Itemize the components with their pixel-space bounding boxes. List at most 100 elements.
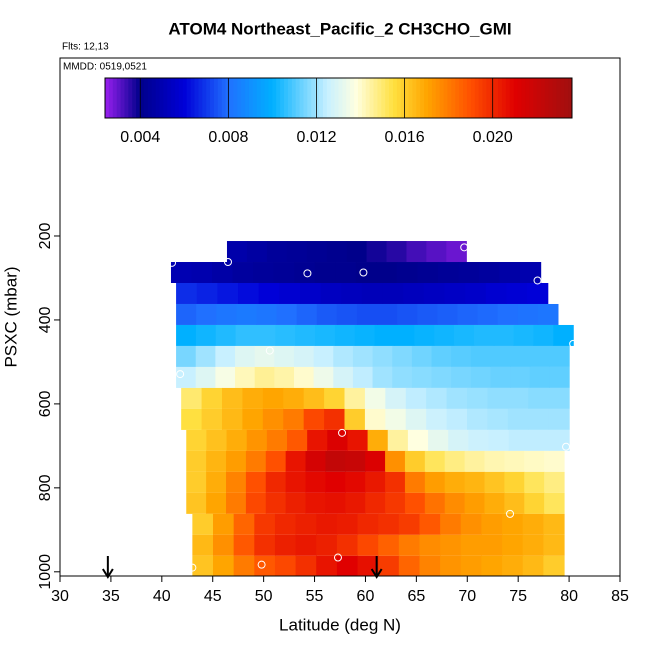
heatmap-cell <box>306 241 328 263</box>
colorbar-swatch <box>268 78 273 118</box>
heatmap-cell <box>484 471 505 493</box>
colorbar-swatch <box>206 78 211 118</box>
heatmap-cell <box>504 492 525 514</box>
heatmap-cell <box>324 387 346 409</box>
colorbar-swatch <box>334 78 339 118</box>
heatmap-cell <box>387 429 409 451</box>
heatmap-cell <box>246 429 268 451</box>
colorbar-swatch <box>560 78 565 118</box>
heatmap-cell <box>405 387 427 409</box>
heatmap-cell <box>196 282 218 304</box>
heatmap-cell <box>265 471 287 493</box>
heatmap-cell <box>361 282 384 304</box>
heatmap-cell <box>212 262 234 283</box>
heatmap-cell <box>537 303 559 325</box>
x-tick-label: 40 <box>153 588 171 605</box>
heatmap-cell <box>215 366 236 388</box>
heatmap-cell <box>262 408 284 430</box>
heatmap-cell <box>336 303 358 325</box>
colorbar-swatch <box>501 78 507 118</box>
colorbar-swatch <box>194 78 199 118</box>
annotation: MMDD: 0519,0521 <box>63 62 147 73</box>
colorbar-swatch <box>256 78 262 118</box>
heatmap-cell <box>191 262 213 283</box>
colorbar-swatch <box>361 78 367 118</box>
colorbar-swatch <box>221 78 227 118</box>
heatmap-cell <box>233 534 255 556</box>
heatmap-cell <box>382 282 404 304</box>
heatmap-cell <box>507 387 529 409</box>
heatmap-cell <box>522 534 544 556</box>
heatmap-cell <box>506 282 528 304</box>
heatmap-cell <box>366 241 388 263</box>
heatmap-cell <box>507 408 529 430</box>
colorbar-swatch <box>408 78 413 118</box>
colorbar-swatch <box>470 78 476 118</box>
heatmap-cell <box>266 429 288 451</box>
heatmap-cell <box>213 513 235 535</box>
heatmap-cell <box>484 492 505 514</box>
subtitle: Flts: 12,13 <box>62 42 109 53</box>
heatmap-cell <box>504 471 525 493</box>
heatmap-cell <box>254 345 275 367</box>
heatmap-cell <box>273 262 295 283</box>
heatmap-cell <box>499 262 521 283</box>
heatmap-cell <box>502 555 524 576</box>
heatmap-cell <box>195 345 216 367</box>
colorbar-swatch <box>217 78 223 118</box>
heatmap-cell <box>396 262 418 283</box>
heatmap-cell <box>411 366 433 388</box>
colorbar-swatch <box>505 78 511 118</box>
heatmap-cell <box>233 513 255 535</box>
heatmap-cell <box>404 471 426 493</box>
colorbar-swatch <box>116 78 122 118</box>
heatmap-cell <box>296 303 318 325</box>
heatmap-cell <box>181 387 203 409</box>
heatmap-cell <box>285 492 307 514</box>
colorbar-swatch <box>229 78 234 118</box>
heatmap-cell <box>385 492 406 514</box>
colorbar-swatch <box>307 78 312 118</box>
heatmap-cell <box>451 366 472 388</box>
heatmap-cell <box>216 303 237 325</box>
heatmap-cell <box>490 345 511 367</box>
heatmap-cell <box>215 324 237 346</box>
colorbar-swatch <box>373 78 378 118</box>
x-tick-label: 70 <box>458 588 476 605</box>
heatmap-cell <box>490 366 511 388</box>
colorbar-swatch <box>342 78 347 118</box>
colorbar-swatch <box>260 78 266 118</box>
heatmap-cell <box>468 429 490 451</box>
heatmap-cell <box>186 450 207 472</box>
heatmap-cell <box>528 387 550 409</box>
x-tick-label: 55 <box>306 588 324 605</box>
heatmap-cell <box>336 555 359 576</box>
heatmap-cell <box>372 345 393 367</box>
heatmap-cell <box>454 324 475 346</box>
heatmap-cell <box>477 303 499 325</box>
heatmap-cell <box>398 555 421 576</box>
heatmap-cell <box>527 282 549 304</box>
heatmap-cell <box>233 555 255 576</box>
heatmap-cell <box>305 492 327 514</box>
colorbar-swatch <box>291 78 297 118</box>
colorbar-swatch <box>365 78 371 118</box>
heatmap-cell <box>549 366 570 388</box>
heatmap-cell <box>285 450 307 472</box>
heatmap-cell <box>398 534 421 556</box>
heatmap-cell <box>313 366 334 388</box>
heatmap-cell <box>336 513 359 535</box>
colorbar-swatch <box>143 78 149 118</box>
heatmap-cell <box>274 555 297 576</box>
colorbar-swatch <box>132 78 137 118</box>
heatmap-cell <box>176 303 197 325</box>
colorbar-swatch <box>525 78 530 118</box>
heatmap-cell <box>206 450 227 472</box>
heatmap-cell <box>457 303 479 325</box>
heatmap-cell <box>431 345 452 367</box>
heatmap-cell <box>226 471 247 493</box>
x-tick-label: 45 <box>204 588 222 605</box>
heatmap-cell <box>548 429 570 451</box>
heatmap-cell <box>186 429 208 451</box>
colorbar-frame <box>104 77 573 119</box>
